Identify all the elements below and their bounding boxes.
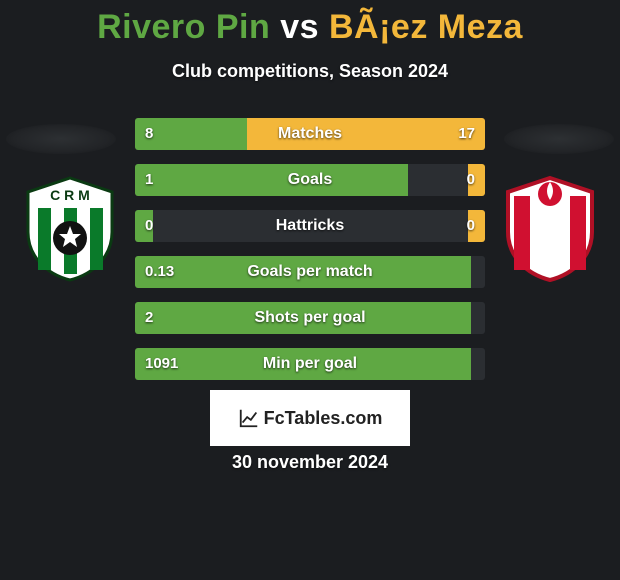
- row-label: Hattricks: [135, 210, 485, 242]
- watermark: FcTables.com: [210, 390, 410, 446]
- row-label: Goals per match: [135, 256, 485, 288]
- watermark-text: FcTables.com: [264, 408, 383, 429]
- player2-shadow: [504, 124, 614, 154]
- compare-row: 2Shots per goal: [135, 302, 485, 334]
- compare-row: 00Hattricks: [135, 210, 485, 242]
- team2-crest: [500, 174, 600, 284]
- date-text: 30 november 2024: [0, 452, 620, 473]
- chart-icon: [238, 407, 260, 429]
- player2-name: BÃ¡ez Meza: [329, 8, 523, 46]
- row-label: Goals: [135, 164, 485, 196]
- player1-name: Rivero Pin: [97, 8, 270, 46]
- vs-text: vs: [280, 8, 319, 46]
- row-label: Matches: [135, 118, 485, 150]
- row-label: Min per goal: [135, 348, 485, 380]
- compare-row: 0.13Goals per match: [135, 256, 485, 288]
- compare-row: 1091Min per goal: [135, 348, 485, 380]
- comparison-rows: 817Matches 10Goals 00Hattricks 0.13Goals pe…: [135, 118, 485, 394]
- compare-row: 10Goals: [135, 164, 485, 196]
- player1-shadow: [6, 124, 116, 154]
- svg-text:C R M: C R M: [50, 187, 90, 203]
- team1-crest: C R M: [20, 174, 120, 284]
- page-title: Rivero Pin vs BÃ¡ez Meza: [0, 0, 620, 47]
- row-label: Shots per goal: [135, 302, 485, 334]
- subtitle: Club competitions, Season 2024: [0, 61, 620, 82]
- compare-row: 817Matches: [135, 118, 485, 150]
